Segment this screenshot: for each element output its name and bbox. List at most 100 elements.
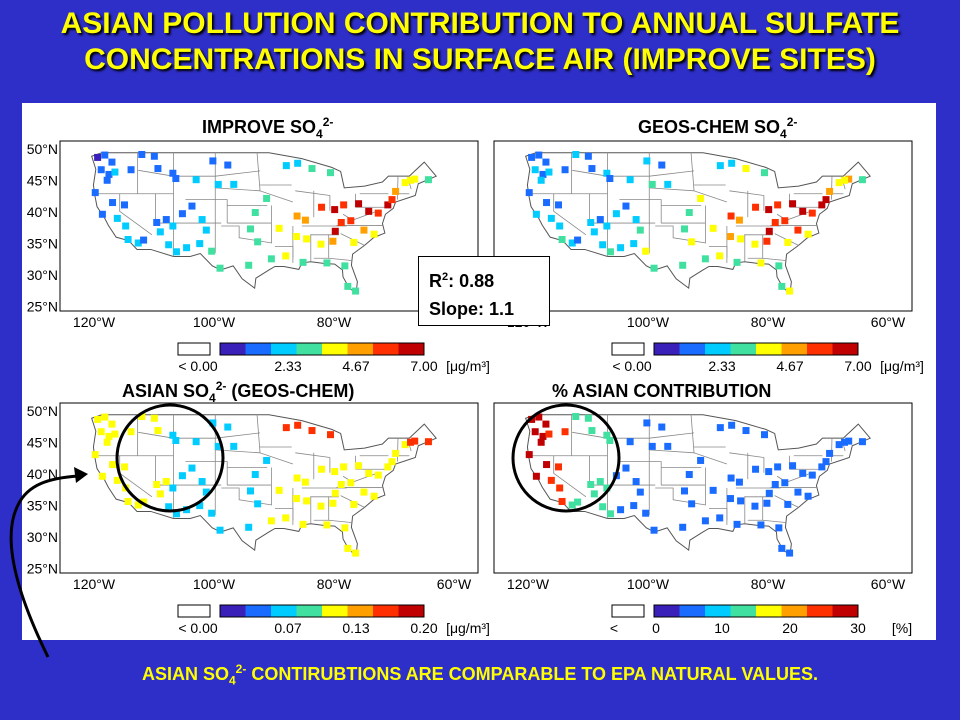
site-marker xyxy=(134,501,142,509)
lon-label: 100°W xyxy=(627,576,670,592)
site-marker xyxy=(542,420,550,428)
site-marker xyxy=(774,463,782,471)
figure-panel: IMPROVE SO42- 50°N 45°N 40°N 35°N 30°N 25°N 120… xyxy=(22,103,936,640)
site-marker xyxy=(153,480,161,488)
site-marker xyxy=(301,216,309,224)
state-boundary xyxy=(619,199,662,224)
colorbar-segment xyxy=(679,343,706,355)
site-marker xyxy=(528,153,536,161)
site-marker xyxy=(804,230,812,238)
site-marker xyxy=(587,480,595,488)
site-marker xyxy=(558,235,566,243)
colorbar-tick-label: 20 xyxy=(782,620,798,636)
site-marker xyxy=(757,259,765,267)
site-marker xyxy=(525,451,533,459)
site-marker xyxy=(401,441,409,449)
site-marker xyxy=(374,209,382,217)
site-marker xyxy=(697,194,705,202)
site-marker xyxy=(156,228,164,236)
us-outline xyxy=(91,152,438,294)
site-marker xyxy=(680,225,688,233)
site-marker xyxy=(558,497,566,505)
colorbar-below-swatch xyxy=(177,604,211,618)
site-marker xyxy=(388,196,396,204)
site-marker xyxy=(245,523,253,531)
colorbar-tick-label: 0.13 xyxy=(342,620,369,636)
site-marker xyxy=(303,235,311,243)
site-marker xyxy=(282,514,290,522)
site-marker xyxy=(784,500,792,508)
us-outline xyxy=(91,414,438,556)
site-marker xyxy=(153,218,161,226)
site-marker xyxy=(630,502,638,510)
colorbar-tick-label: 2.33 xyxy=(708,358,735,374)
site-marker xyxy=(282,252,290,260)
site-marker xyxy=(331,227,339,235)
colorbar-tick-label: 0.20 xyxy=(410,620,437,636)
site-marker xyxy=(701,255,709,263)
colorbar-unit: [μg/m³] xyxy=(880,358,924,374)
panel-title: % ASIAN CONTRIBUTION xyxy=(552,381,771,401)
colorbar-unit: [%] xyxy=(892,620,912,636)
site-marker xyxy=(198,478,206,486)
site-marker xyxy=(172,510,180,518)
site-marker xyxy=(196,502,204,510)
lon-label: 80°W xyxy=(751,576,786,592)
state-boundary xyxy=(762,257,787,261)
state-boundary xyxy=(256,414,294,465)
map-panel-3: ASIAN SO42- (GEOS-CHEM) 50°N 45°N 40°N 35°N 3… xyxy=(27,379,490,636)
site-marker xyxy=(794,488,802,496)
state-boundary xyxy=(553,193,587,236)
site-marker xyxy=(169,484,177,492)
colorbar-segment xyxy=(730,343,757,355)
site-marker xyxy=(134,239,142,247)
state-boundary xyxy=(328,257,353,261)
site-marker xyxy=(188,464,196,472)
site-marker xyxy=(603,484,611,492)
state-boundary xyxy=(295,452,330,458)
site-marker xyxy=(709,486,717,494)
site-marker xyxy=(341,262,349,270)
colorbar-segment xyxy=(245,605,272,617)
site-marker xyxy=(344,544,352,552)
site-marker xyxy=(318,465,326,473)
site-marker xyxy=(643,419,651,427)
colorbar-tick-label: < 0.00 xyxy=(178,620,218,636)
site-marker xyxy=(282,162,290,170)
site-marker xyxy=(554,463,562,471)
colorbar-segment xyxy=(373,605,399,617)
state-boundary xyxy=(762,519,787,523)
lat-label: 35°N xyxy=(27,498,58,514)
site-marker xyxy=(108,420,116,428)
site-marker xyxy=(778,282,786,290)
state-boundary xyxy=(649,170,695,177)
site-marker xyxy=(124,497,132,505)
colorbar-segment xyxy=(347,605,374,617)
site-marker xyxy=(140,236,148,244)
site-marker xyxy=(293,474,301,482)
site-marker xyxy=(643,157,651,165)
site-marker xyxy=(411,175,419,183)
site-marker xyxy=(169,222,177,230)
colorbar-below-swatch xyxy=(611,342,645,356)
title-line-2: CONCENTRATIONS IN SURFACE AIR (IMPROVE S… xyxy=(84,43,876,76)
site-marker xyxy=(214,442,222,450)
site-marker xyxy=(556,222,564,230)
site-marker xyxy=(301,478,309,486)
map-figure: IMPROVE SO42- 50°N 45°N 40°N 35°N 30°N 25°N 120… xyxy=(27,115,924,636)
site-marker xyxy=(246,487,254,495)
colorbar-segment xyxy=(373,343,399,355)
site-marker xyxy=(632,478,640,486)
site-marker xyxy=(799,469,807,477)
site-marker xyxy=(808,471,816,479)
lon-label: 120°W xyxy=(507,576,550,592)
site-marker xyxy=(98,472,106,480)
site-marker xyxy=(765,489,773,497)
site-marker xyxy=(632,216,640,224)
state-boundary xyxy=(830,438,833,462)
site-marker xyxy=(603,222,611,230)
site-marker xyxy=(572,150,580,158)
site-marker xyxy=(650,526,658,534)
colorbar-tick-label: 10 xyxy=(714,620,730,636)
